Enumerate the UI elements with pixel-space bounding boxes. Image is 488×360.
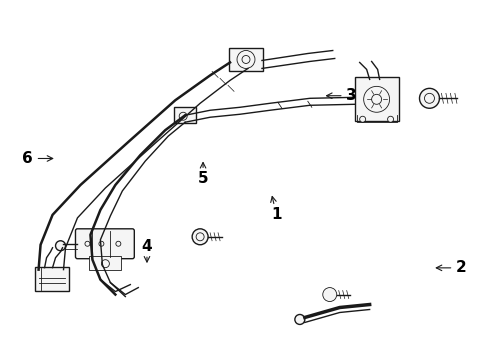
Circle shape: [322, 288, 336, 302]
Circle shape: [192, 229, 208, 245]
Text: 1: 1: [270, 207, 281, 221]
Circle shape: [294, 315, 304, 324]
Circle shape: [419, 88, 439, 108]
Text: 6: 6: [22, 151, 33, 166]
FancyBboxPatch shape: [89, 256, 121, 270]
Circle shape: [101, 260, 109, 268]
FancyBboxPatch shape: [228, 48, 263, 71]
FancyBboxPatch shape: [75, 229, 134, 259]
Circle shape: [179, 112, 187, 120]
Circle shape: [85, 241, 90, 246]
Circle shape: [116, 241, 121, 246]
Circle shape: [387, 116, 393, 122]
Circle shape: [196, 233, 203, 241]
Text: 3: 3: [346, 88, 356, 103]
Circle shape: [99, 241, 103, 246]
Text: 4: 4: [142, 239, 152, 254]
FancyBboxPatch shape: [174, 107, 196, 123]
Circle shape: [359, 116, 365, 122]
Circle shape: [363, 86, 389, 112]
Circle shape: [237, 50, 254, 68]
Text: 5: 5: [197, 171, 208, 186]
Circle shape: [371, 94, 381, 104]
Text: 2: 2: [455, 260, 466, 275]
FancyBboxPatch shape: [35, 267, 68, 291]
Circle shape: [56, 241, 65, 251]
Circle shape: [424, 93, 433, 103]
Circle shape: [242, 55, 249, 63]
FancyBboxPatch shape: [354, 77, 398, 121]
